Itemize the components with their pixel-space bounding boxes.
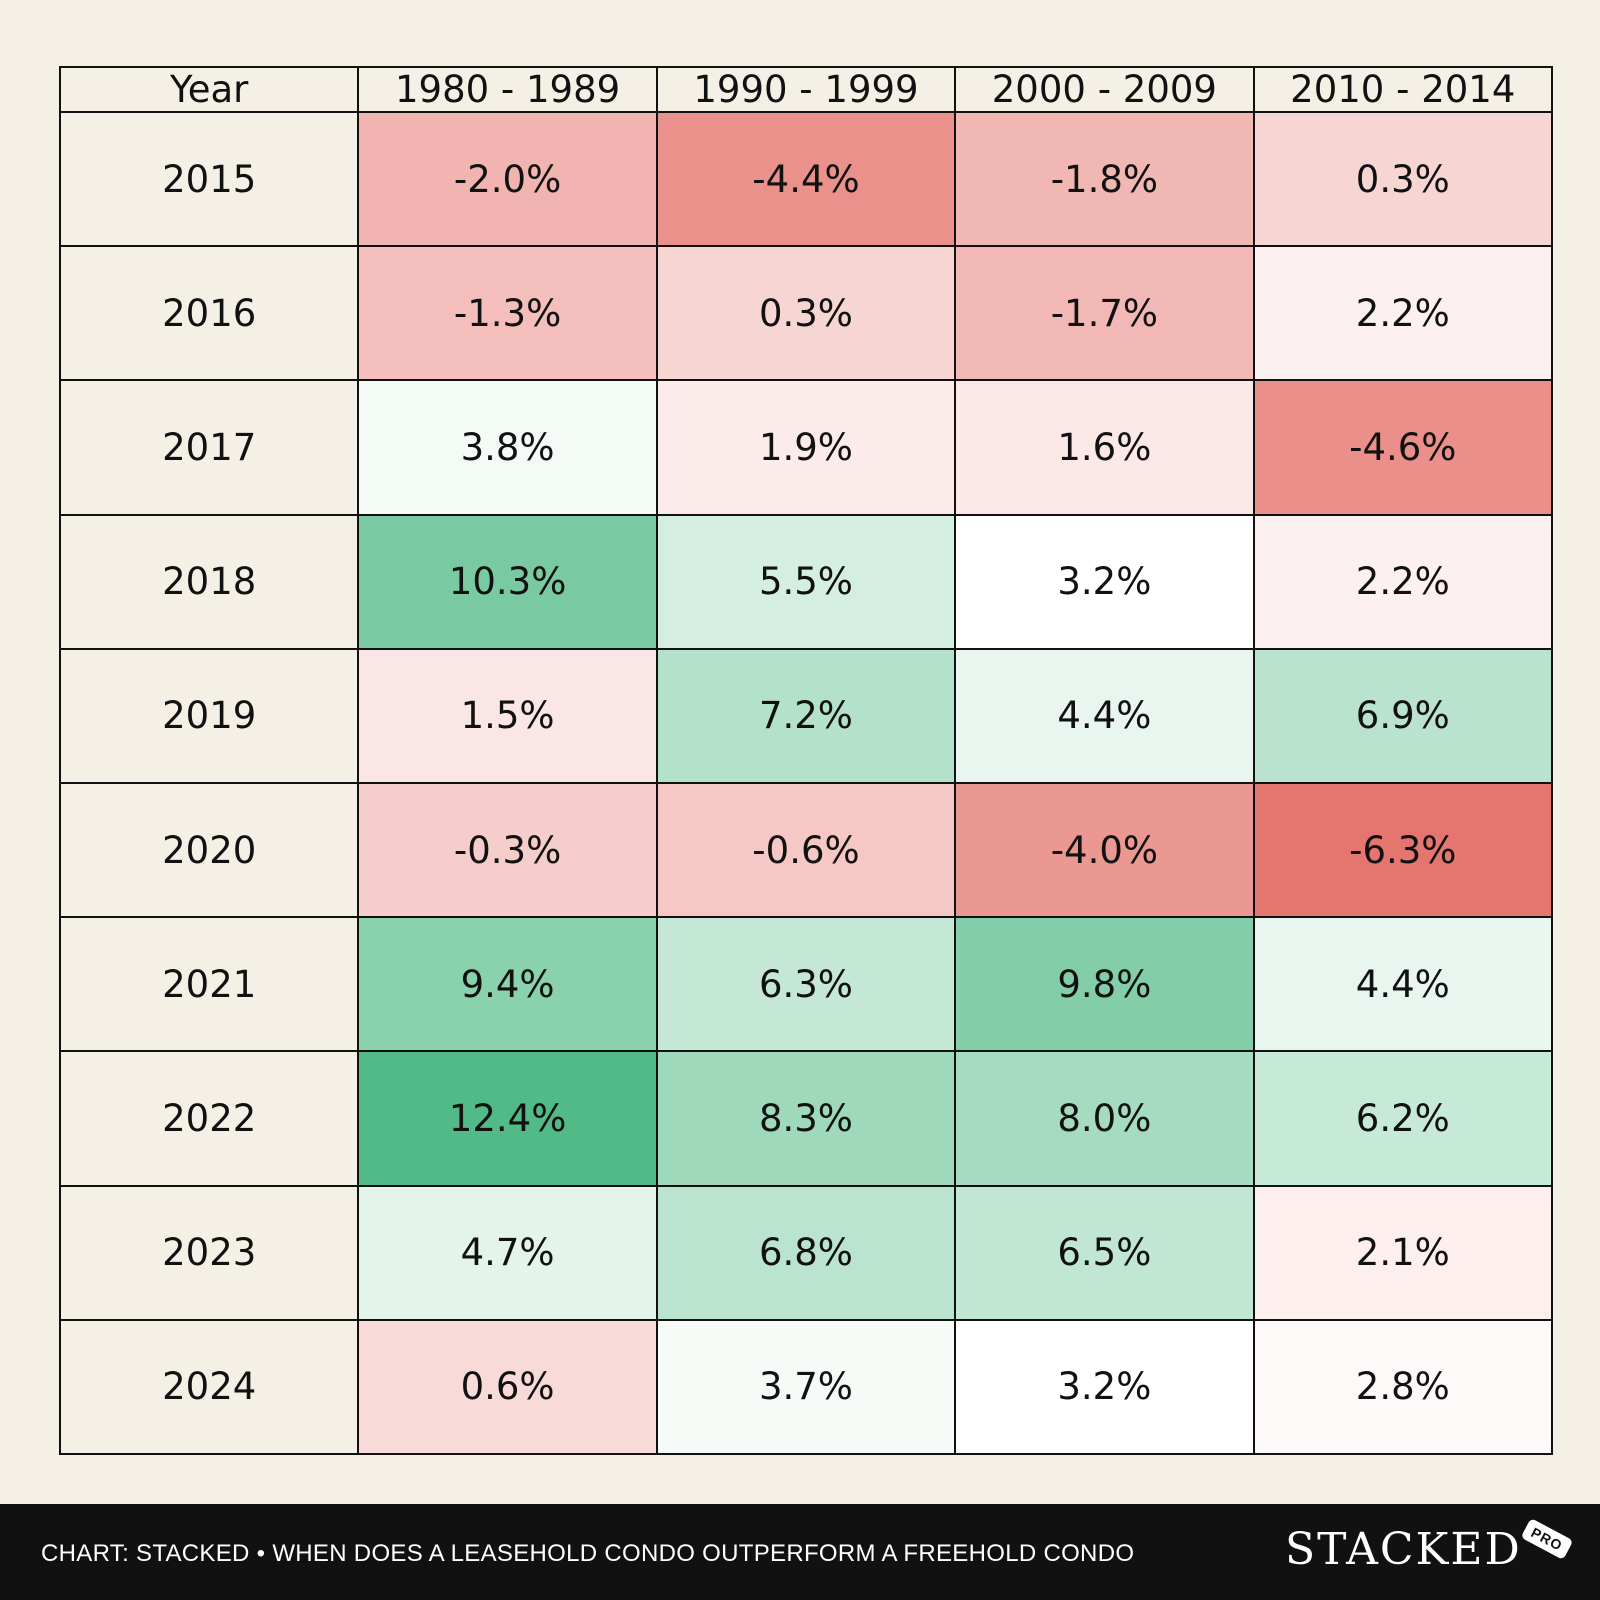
heatmap-cell: 2.1% bbox=[1252, 1184, 1554, 1321]
heatmap-cell: -0.6% bbox=[655, 781, 957, 919]
corner-header: Year bbox=[58, 66, 360, 113]
table-row: 2019 1.5% 7.2% 4.4% 6.9% bbox=[58, 647, 1554, 784]
heatmap-cell: -4.6% bbox=[1252, 379, 1554, 516]
table-row: 2018 10.3% 5.5% 3.2% 2.2% bbox=[58, 513, 1554, 650]
heatmap-cell: 9.8% bbox=[954, 916, 1255, 1053]
heatmap-cell: 4.7% bbox=[357, 1184, 658, 1321]
heatmap-cell: -1.8% bbox=[954, 110, 1255, 248]
heatmap-cell: 7.2% bbox=[655, 647, 957, 784]
heatmap-cell: -4.0% bbox=[954, 781, 1255, 919]
heatmap-cell: 2.8% bbox=[1252, 1318, 1554, 1456]
heatmap-cell: 12.4% bbox=[357, 1050, 658, 1187]
row-year-label: 2018 bbox=[58, 513, 360, 650]
heatmap-cell: 2.2% bbox=[1252, 513, 1554, 650]
row-year-label: 2022 bbox=[58, 1050, 360, 1187]
heatmap-cell: 3.2% bbox=[954, 1318, 1255, 1456]
heatmap-cell: 6.5% bbox=[954, 1184, 1255, 1321]
heatmap-cell: 3.2% bbox=[954, 513, 1255, 650]
heatmap-cell: -4.4% bbox=[655, 110, 957, 248]
table-row: 2021 9.4% 6.3% 9.8% 4.4% bbox=[58, 916, 1554, 1053]
column-header: 1990 - 1999 bbox=[655, 66, 957, 113]
table-row: 2016 -1.3% 0.3% -1.7% 2.2% bbox=[58, 245, 1554, 382]
heatmap-cell: 1.9% bbox=[655, 379, 957, 516]
heatmap-table: Year 1980 - 1989 1990 - 1999 2000 - 2009… bbox=[58, 66, 1554, 1456]
heatmap-cell: 6.9% bbox=[1252, 647, 1554, 784]
heatmap-cell: 0.3% bbox=[655, 245, 957, 382]
heatmap-cell: 3.7% bbox=[655, 1318, 957, 1456]
pro-badge: PRO bbox=[1520, 1518, 1574, 1560]
table-row: 2017 3.8% 1.9% 1.6% -4.6% bbox=[58, 379, 1554, 516]
heatmap-body: 2015 -2.0% -4.4% -1.8% 0.3% 2016 -1.3% 0.3% -1.7… bbox=[58, 110, 1554, 1456]
heatmap-cell: 1.6% bbox=[954, 379, 1255, 516]
heatmap-cell: 2.2% bbox=[1252, 245, 1554, 382]
table-row: 2020 -0.3% -0.6% -4.0% -6.3% bbox=[58, 781, 1554, 919]
heatmap-cell: 8.0% bbox=[954, 1050, 1255, 1187]
heatmap-cell: -6.3% bbox=[1252, 781, 1554, 919]
row-year-label: 2020 bbox=[58, 781, 360, 919]
heatmap-cell: 1.5% bbox=[357, 647, 658, 784]
header-row: Year 1980 - 1989 1990 - 1999 2000 - 2009… bbox=[58, 66, 1554, 113]
row-year-label: 2015 bbox=[58, 110, 360, 248]
heatmap-cell: 6.3% bbox=[655, 916, 957, 1053]
heatmap-cell: 4.4% bbox=[954, 647, 1255, 784]
heatmap-cell: 5.5% bbox=[655, 513, 957, 650]
table-row: 2024 0.6% 3.7% 3.2% 2.8% bbox=[58, 1318, 1554, 1456]
column-header: 1980 - 1989 bbox=[357, 66, 658, 113]
row-year-label: 2021 bbox=[58, 916, 360, 1053]
heatmap-cell: 8.3% bbox=[655, 1050, 957, 1187]
heatmap-cell: 0.6% bbox=[357, 1318, 658, 1456]
heatmap-cell: 0.3% bbox=[1252, 110, 1554, 248]
row-year-label: 2024 bbox=[58, 1318, 360, 1456]
heatmap-cell: -2.0% bbox=[357, 110, 658, 248]
row-year-label: 2017 bbox=[58, 379, 360, 516]
table-row: 2022 12.4% 8.3% 8.0% 6.2% bbox=[58, 1050, 1554, 1187]
heatmap-cell: 6.2% bbox=[1252, 1050, 1554, 1187]
column-header: 2010 - 2014 bbox=[1252, 66, 1554, 113]
heatmap-cell: 4.4% bbox=[1252, 916, 1554, 1053]
footer-bar: CHART: STACKED • WHEN DOES A LEASEHOLD C… bbox=[0, 1504, 1600, 1600]
heatmap-cell: -1.3% bbox=[357, 245, 658, 382]
heatmap-cell: 10.3% bbox=[357, 513, 658, 650]
heatmap-cell: -0.3% bbox=[357, 781, 658, 919]
row-year-label: 2016 bbox=[58, 245, 360, 382]
heatmap-cell: 9.4% bbox=[357, 916, 658, 1053]
row-year-label: 2023 bbox=[58, 1184, 360, 1321]
row-year-label: 2019 bbox=[58, 647, 360, 784]
brand-logo: STACKED bbox=[1285, 1524, 1522, 1575]
heatmap-cell: -1.7% bbox=[954, 245, 1255, 382]
column-header: 2000 - 2009 bbox=[954, 66, 1255, 113]
heatmap-cell: 3.8% bbox=[357, 379, 658, 516]
table-row: 2015 -2.0% -4.4% -1.8% 0.3% bbox=[58, 110, 1554, 248]
table-row: 2023 4.7% 6.8% 6.5% 2.1% bbox=[58, 1184, 1554, 1321]
heatmap-cell: 6.8% bbox=[655, 1184, 957, 1321]
chart-caption: CHART: STACKED • WHEN DOES A LEASEHOLD C… bbox=[41, 1540, 1135, 1567]
